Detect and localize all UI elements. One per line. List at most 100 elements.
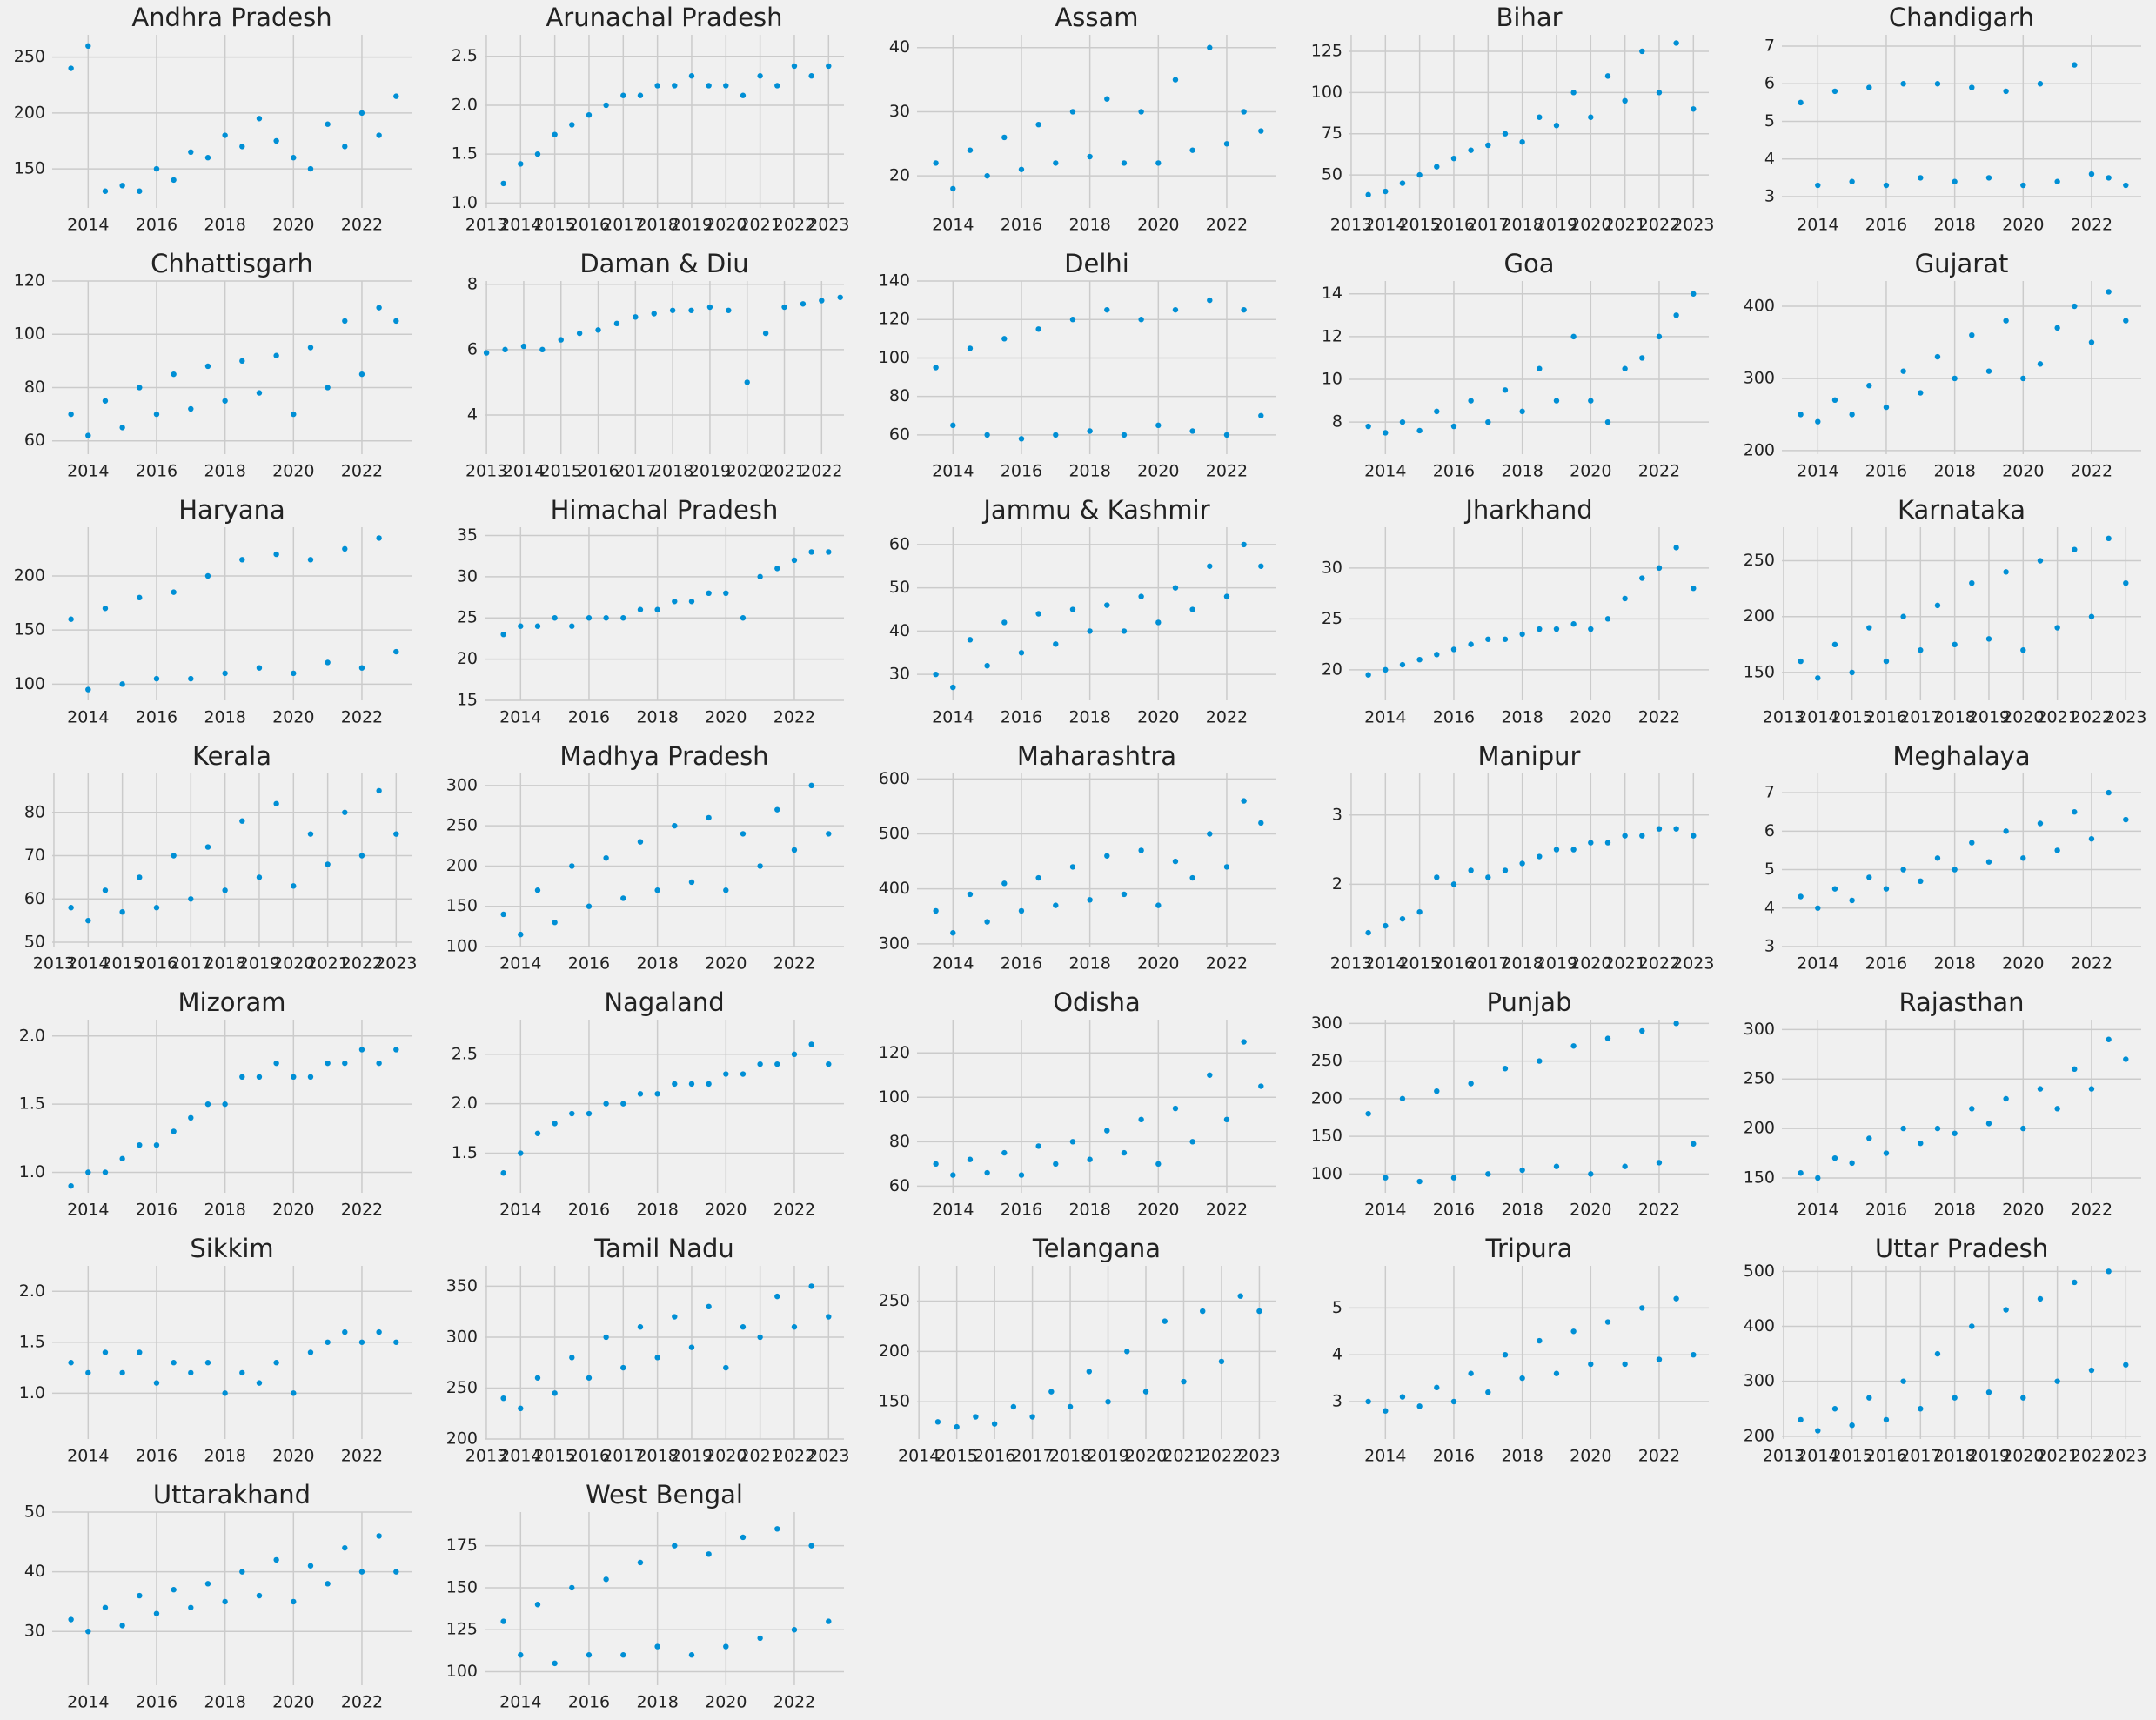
point <box>1069 1139 1076 1145</box>
point <box>1656 90 1663 96</box>
point <box>1258 1083 1264 1089</box>
x-tick-label: 2014 <box>1797 462 1838 481</box>
point <box>1691 586 1697 592</box>
point <box>1155 619 1162 626</box>
y-tick-label: 80 <box>24 802 45 821</box>
point <box>1383 188 1389 195</box>
x-tick-label: 2018 <box>1933 708 1975 727</box>
x-tick-label: 2015 <box>533 1447 575 1466</box>
x-tick-label: 2017 <box>602 216 644 235</box>
point <box>325 659 331 666</box>
point <box>1798 658 1804 665</box>
subplot: Chandigarh 3 4 5 6 7 2014 2016 2018 2020 2022 <box>1764 3 2141 235</box>
point <box>688 1344 695 1350</box>
point <box>1553 847 1560 853</box>
point <box>102 606 109 612</box>
point <box>393 1047 399 1053</box>
point <box>1570 621 1577 627</box>
point <box>637 839 644 845</box>
x-tick-label: 2016 <box>136 1693 177 1712</box>
point <box>1537 853 1543 860</box>
point <box>239 818 245 824</box>
point <box>1849 897 1855 904</box>
subplot-title: Arunachal Pradesh <box>546 3 782 32</box>
y-tick-label: 80 <box>889 1132 910 1151</box>
point <box>2054 325 2060 331</box>
point <box>137 594 143 601</box>
subplot-title: Andhra Pradesh <box>131 3 331 32</box>
x-tick-label: 2022 <box>1206 708 1248 727</box>
point <box>291 670 297 677</box>
x-tick-label: 2014 <box>67 708 109 727</box>
subplot-title: Nagaland <box>604 987 724 1017</box>
x-tick-label: 2018 <box>636 216 678 235</box>
point <box>819 298 825 304</box>
point <box>291 1390 297 1396</box>
y-tick-label: 40 <box>24 1562 45 1581</box>
x-tick-label: 2016 <box>568 216 610 235</box>
y-tick-label: 60 <box>24 431 45 450</box>
x-tick-label: 2020 <box>726 462 768 481</box>
point <box>1207 44 1213 50</box>
point <box>500 1170 506 1176</box>
point <box>1934 602 1941 609</box>
x-tick-label: 2022 <box>773 216 815 235</box>
x-tick-label: 2018 <box>1049 1447 1091 1466</box>
x-tick-label: 2020 <box>2002 1201 2044 1220</box>
point <box>393 831 399 837</box>
point <box>376 132 382 138</box>
point <box>2037 820 2044 827</box>
x-tick-label: 2023 <box>375 954 417 974</box>
point <box>1815 182 1821 189</box>
point <box>325 385 331 391</box>
point <box>1383 1408 1389 1414</box>
point <box>85 432 91 438</box>
point <box>1673 826 1679 832</box>
point <box>2037 1086 2044 1092</box>
point <box>1434 408 1440 415</box>
point <box>1029 1414 1035 1420</box>
point <box>1622 833 1628 839</box>
point <box>1691 1351 1697 1358</box>
x-tick-label: 2022 <box>341 216 383 235</box>
y-tick-label: 3 <box>1332 1391 1342 1410</box>
point <box>1138 847 1144 853</box>
point <box>1952 1395 1958 1401</box>
point <box>153 1380 160 1386</box>
point <box>1104 853 1110 859</box>
subplot: Tripura 3 4 5 2014 2016 2018 2020 2022 <box>1332 1234 1709 1466</box>
point <box>1883 1416 1890 1423</box>
point <box>1934 1125 1941 1132</box>
point <box>774 806 780 813</box>
point <box>672 1314 678 1320</box>
y-tick-label: 400 <box>879 879 910 898</box>
point <box>800 301 807 307</box>
point <box>672 1543 678 1549</box>
subplot-title: Himachal Pradesh <box>551 495 779 525</box>
point <box>984 172 990 179</box>
point <box>950 422 956 429</box>
y-tick-label: 5 <box>1764 860 1775 879</box>
x-tick-label: 2018 <box>1068 462 1110 481</box>
point <box>325 861 331 867</box>
y-tick-label: 200 <box>1744 606 1775 626</box>
point <box>1798 1170 1804 1176</box>
point <box>1069 317 1076 323</box>
point <box>1189 1139 1195 1145</box>
point <box>706 83 712 89</box>
point <box>1570 90 1577 96</box>
point <box>2088 613 2095 619</box>
point <box>1241 1039 1247 1045</box>
x-tick-label: 2013 <box>1330 954 1372 974</box>
point <box>637 92 644 98</box>
point <box>1450 646 1457 653</box>
y-tick-label: 500 <box>1744 1262 1775 1281</box>
y-tick-label: 2 <box>1332 874 1342 893</box>
point <box>1519 1375 1525 1382</box>
point <box>204 844 211 850</box>
point <box>1053 641 1059 647</box>
y-tick-label: 2.0 <box>452 1094 478 1113</box>
x-tick-label: 2017 <box>602 1447 644 1466</box>
point <box>706 1551 712 1557</box>
point <box>1035 874 1041 881</box>
